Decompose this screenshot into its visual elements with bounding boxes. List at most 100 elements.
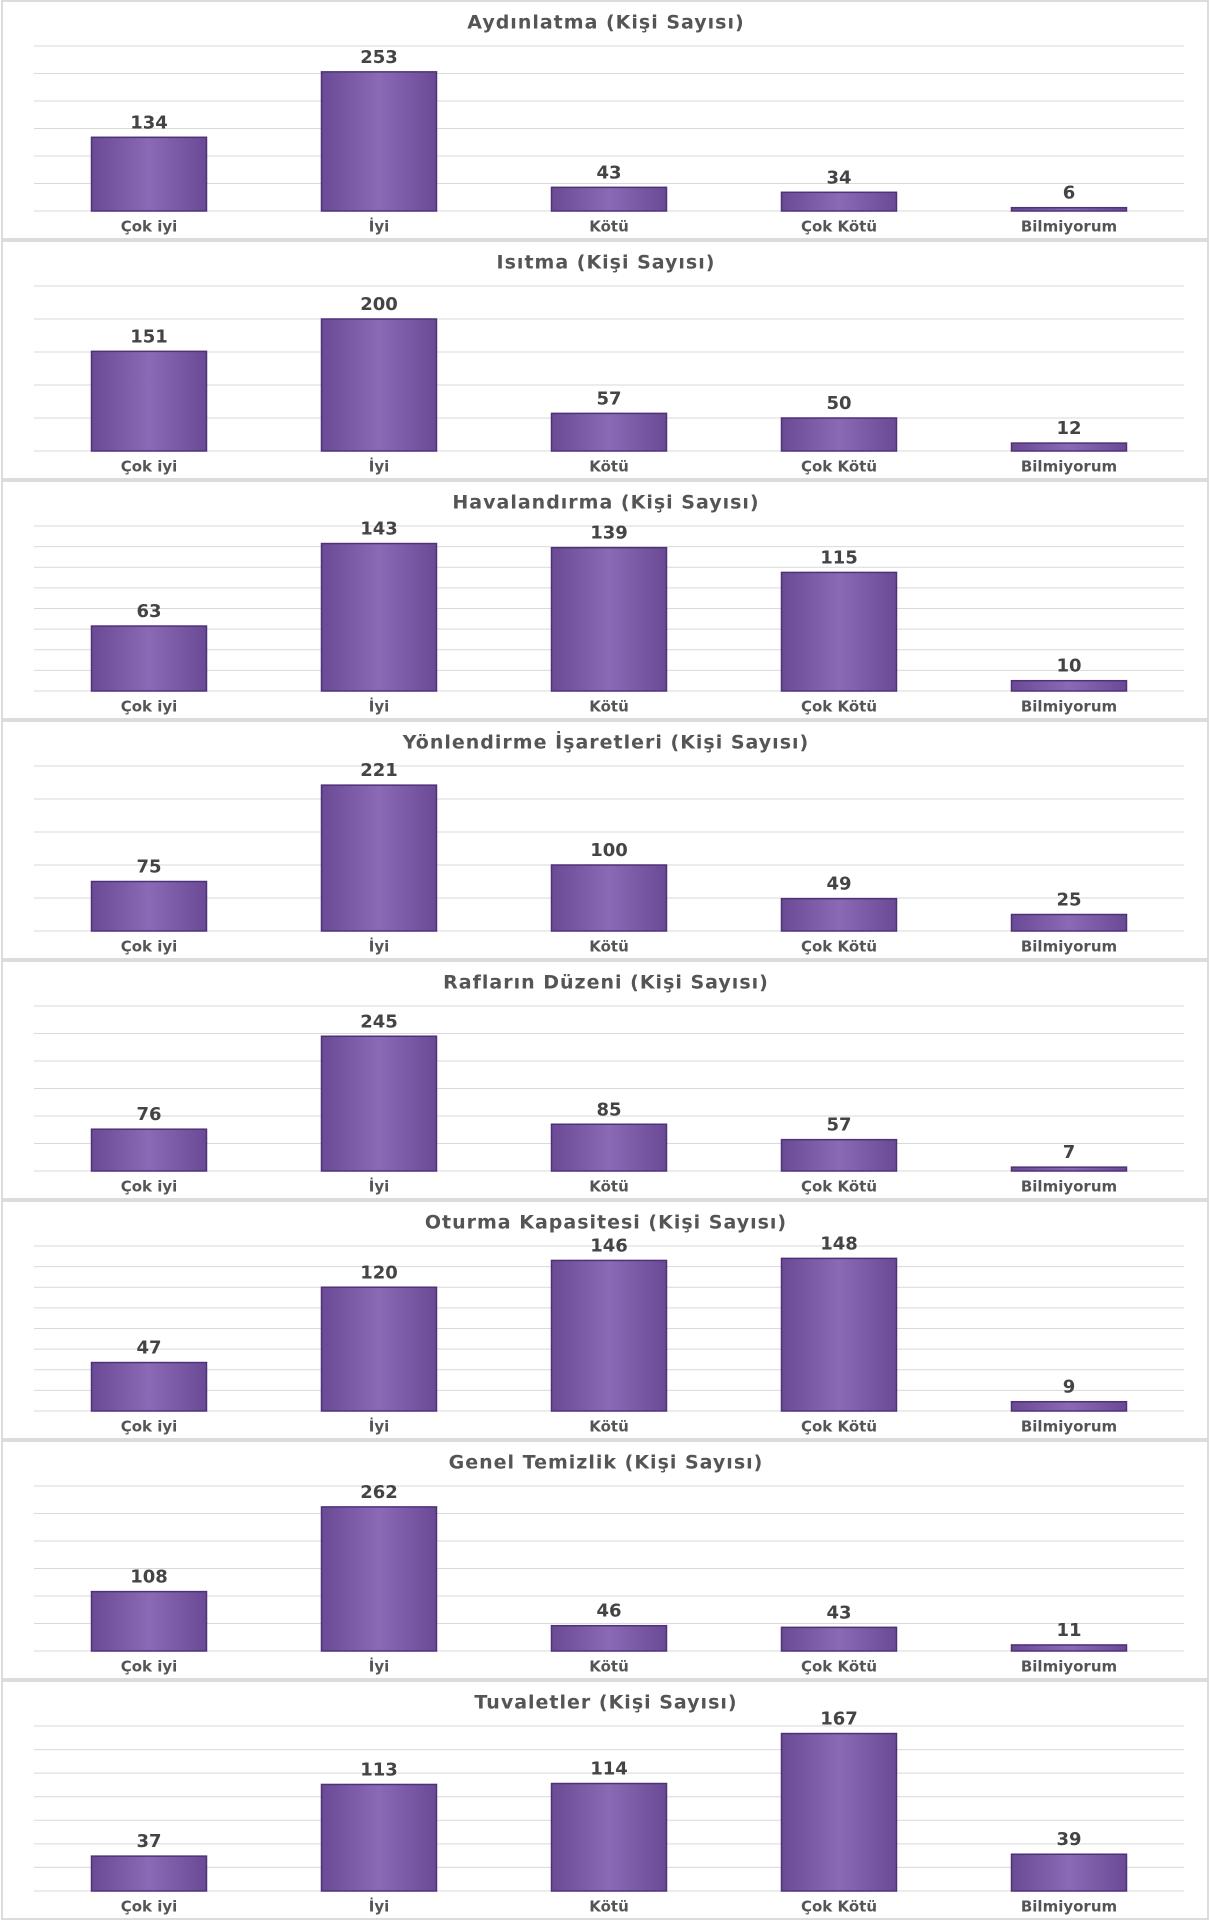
value-label: 139 [590,523,628,544]
x-tick-label: Bilmiyorum [1021,698,1117,716]
value-label: 11 [1056,1620,1081,1641]
bar [550,1123,668,1172]
bar [1010,1166,1128,1172]
x-tick-label: İyi [369,217,390,236]
bar [780,191,898,212]
value-label: 25 [1056,890,1081,911]
chart-title: Yönlendirme İşaretleri (Kişi Sayısı) [402,730,809,754]
x-tick-label: İyi [369,457,390,476]
x-tick-label: Bilmiyorum [1021,1898,1117,1916]
bar [90,136,208,212]
bar [1010,913,1128,932]
bar [780,1257,898,1412]
value-label: 115 [820,547,858,568]
bar [1010,679,1128,692]
value-label: 50 [826,393,851,414]
x-tick-label: Çok Kötü [801,1658,877,1676]
chart-title: Oturma Kapasitesi (Kişi Sayısı) [425,1212,787,1234]
value-label: 57 [826,1115,851,1136]
value-label: 253 [360,47,398,68]
bar [550,546,668,692]
value-label: 143 [360,519,398,540]
bar [1010,442,1128,452]
chart-title: Aydınlatma (Kişi Sayısı) [467,12,744,34]
bar [780,1732,898,1892]
value-label: 114 [590,1759,628,1780]
x-tick-label: Kötü [589,698,629,716]
bar [780,571,898,692]
value-label: 49 [826,874,851,895]
value-label: 39 [1056,1829,1081,1850]
bar [90,625,208,692]
x-tick-label: Çok Kötü [801,1178,877,1196]
bar [1010,1644,1128,1652]
bar [780,1626,898,1652]
x-tick-label: Çok Kötü [801,1418,877,1436]
value-label: 12 [1056,418,1081,439]
bar [550,186,668,212]
x-tick-label: Kötü [589,938,629,956]
x-tick-label: İyi [369,937,390,956]
value-label: 200 [360,294,398,315]
value-label: 85 [596,1099,621,1120]
x-tick-label: Bilmiyorum [1021,1658,1117,1676]
value-label: 100 [590,840,628,861]
x-tick-label: Çok iyi [121,1658,178,1676]
value-label: 10 [1056,656,1081,677]
bar [1010,1400,1128,1412]
x-tick-label: Çok iyi [121,1898,178,1916]
value-label: 120 [360,1262,398,1283]
bar [90,1855,208,1892]
bar [320,1783,438,1892]
x-tick-label: Kötü [589,458,629,476]
bar [780,417,898,452]
x-tick-label: Bilmiyorum [1021,218,1117,236]
x-tick-label: Kötü [589,1898,629,1916]
chart-title: Isıtma (Kişi Sayısı) [497,252,716,274]
value-label: 63 [136,601,161,622]
chart-title: Tuvaletler (Kişi Sayısı) [474,1692,737,1714]
value-label: 37 [136,1831,161,1852]
bar [90,1128,208,1172]
value-label: 108 [130,1567,168,1588]
x-tick-label: Çok Kötü [801,938,877,956]
value-label: 7 [1063,1142,1076,1163]
x-tick-label: Kötü [589,218,629,236]
value-label: 245 [360,1011,398,1032]
value-label: 47 [136,1338,161,1359]
bar [1010,206,1128,212]
bar [90,880,208,932]
chart-title: Genel Temizlik (Kişi Sayısı) [449,1452,764,1474]
value-label: 6 [1063,183,1076,204]
x-tick-label: İyi [369,1177,390,1196]
value-label: 148 [820,1233,858,1254]
value-label: 57 [596,388,621,409]
chart-title: Rafların Düzeni (Kişi Sayısı) [443,972,769,994]
bar [550,864,668,932]
bar [550,1259,668,1412]
x-tick-label: Kötü [589,1658,629,1676]
x-tick-label: Çok iyi [121,1418,178,1436]
bar [1010,1853,1128,1892]
x-tick-label: İyi [369,1897,390,1916]
value-label: 34 [826,167,851,188]
x-tick-label: Bilmiyorum [1021,938,1117,956]
bar [90,1590,208,1652]
value-label: 221 [360,760,398,781]
bar [780,897,898,932]
bar [320,784,438,932]
bar [550,412,668,452]
x-tick-label: Bilmiyorum [1021,1418,1117,1436]
x-tick-label: Kötü [589,1178,629,1196]
bar [320,1506,438,1652]
x-tick-label: Çok iyi [121,1178,178,1196]
bar [320,318,438,452]
value-label: 75 [136,857,161,878]
bar [90,350,208,452]
bar [320,1035,438,1172]
x-tick-label: Çok Kötü [801,698,877,716]
x-tick-label: Çok iyi [121,218,178,236]
bar [550,1624,668,1652]
x-tick-label: Çok Kötü [801,1898,877,1916]
